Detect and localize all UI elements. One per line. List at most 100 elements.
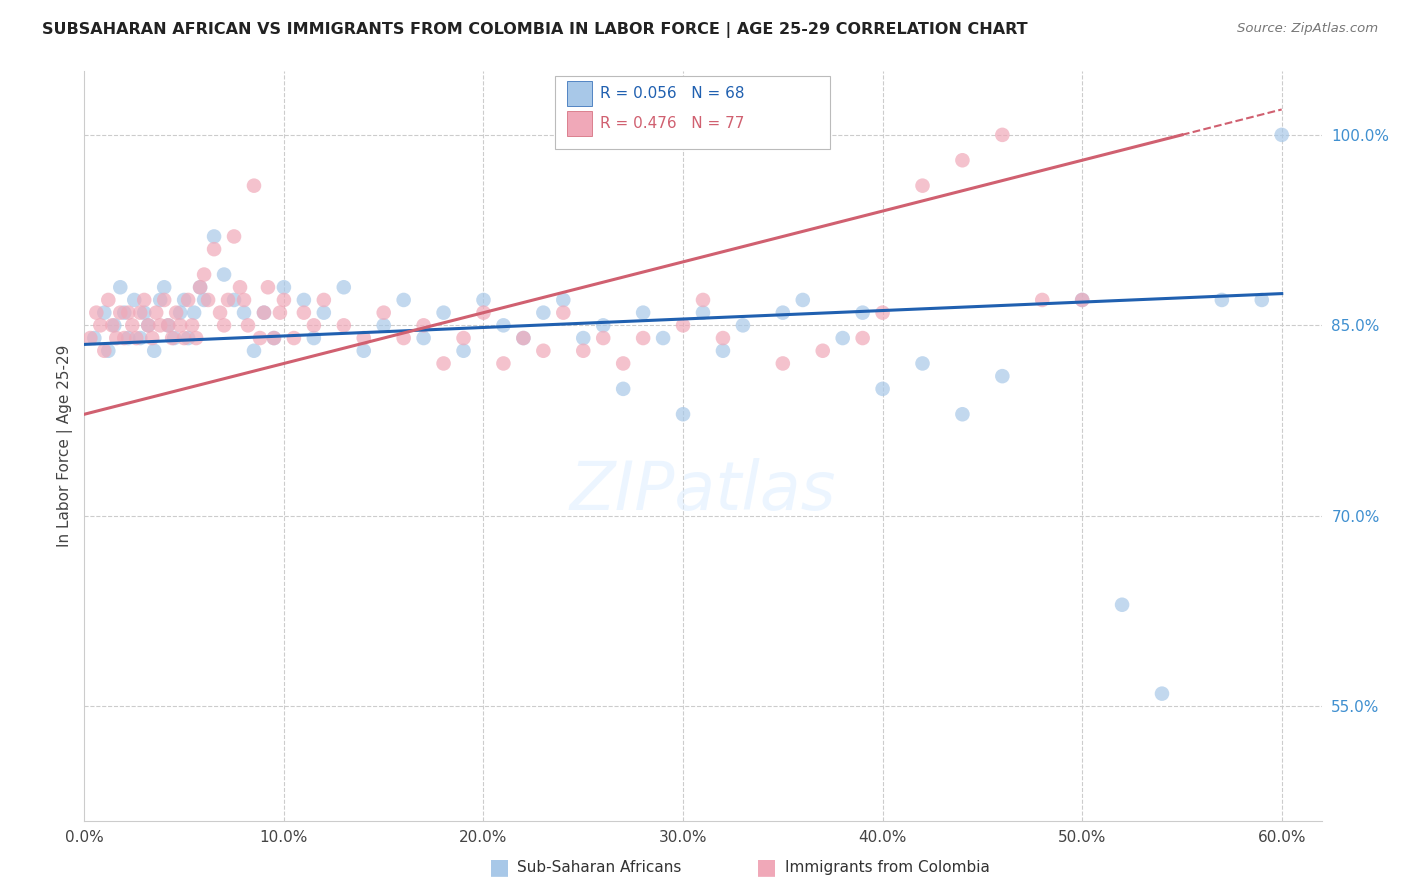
Point bbox=[188, 280, 211, 294]
Point bbox=[952, 153, 974, 168]
Point bbox=[103, 318, 125, 333]
Point bbox=[125, 331, 148, 345]
Point bbox=[112, 306, 135, 320]
Point bbox=[202, 229, 225, 244]
Point bbox=[253, 306, 276, 320]
Point bbox=[991, 128, 1014, 142]
Point bbox=[202, 242, 225, 256]
Point bbox=[1271, 128, 1294, 142]
Point bbox=[141, 331, 163, 345]
Point bbox=[93, 343, 115, 358]
Point bbox=[492, 318, 515, 333]
Point bbox=[263, 331, 285, 345]
Point bbox=[83, 331, 105, 345]
Point bbox=[157, 318, 180, 333]
Point bbox=[353, 331, 375, 345]
Point bbox=[392, 331, 415, 345]
Point bbox=[89, 318, 111, 333]
Point bbox=[612, 382, 634, 396]
Point bbox=[312, 293, 335, 307]
Point bbox=[373, 318, 395, 333]
Point bbox=[553, 306, 575, 320]
Point bbox=[592, 331, 614, 345]
Point bbox=[353, 343, 375, 358]
Point bbox=[283, 331, 305, 345]
Point bbox=[292, 306, 315, 320]
Point bbox=[181, 318, 204, 333]
Point bbox=[136, 318, 159, 333]
Point bbox=[292, 293, 315, 307]
Point bbox=[222, 293, 245, 307]
Point bbox=[173, 293, 195, 307]
Point bbox=[991, 369, 1014, 384]
Point bbox=[222, 229, 245, 244]
Point bbox=[173, 331, 195, 345]
Point bbox=[911, 178, 934, 193]
Point bbox=[572, 331, 595, 345]
Point bbox=[302, 331, 325, 345]
Point bbox=[553, 293, 575, 307]
Point bbox=[177, 293, 200, 307]
Point bbox=[193, 293, 215, 307]
Point bbox=[134, 293, 156, 307]
Point bbox=[531, 343, 554, 358]
Point bbox=[852, 331, 875, 345]
Point bbox=[110, 280, 132, 294]
Point bbox=[243, 343, 266, 358]
Point bbox=[157, 318, 180, 333]
Point bbox=[373, 306, 395, 320]
Point bbox=[145, 306, 167, 320]
Text: R = 0.056   N = 68: R = 0.056 N = 68 bbox=[600, 87, 745, 101]
Point bbox=[1031, 293, 1053, 307]
Text: Immigrants from Colombia: Immigrants from Colombia bbox=[785, 860, 990, 874]
Text: R = 0.476   N = 77: R = 0.476 N = 77 bbox=[600, 116, 745, 130]
Point bbox=[792, 293, 814, 307]
Point bbox=[312, 306, 335, 320]
Point bbox=[263, 331, 285, 345]
Point bbox=[692, 293, 714, 307]
Point bbox=[117, 306, 139, 320]
Text: Sub-Saharan Africans: Sub-Saharan Africans bbox=[517, 860, 682, 874]
Point bbox=[432, 356, 454, 370]
Point bbox=[236, 318, 259, 333]
Point bbox=[872, 306, 894, 320]
Point bbox=[1111, 598, 1133, 612]
Point bbox=[472, 293, 495, 307]
Point bbox=[412, 318, 434, 333]
Text: ■: ■ bbox=[756, 857, 776, 877]
Point bbox=[153, 293, 176, 307]
Point bbox=[183, 306, 205, 320]
Point bbox=[233, 293, 256, 307]
Point bbox=[209, 306, 232, 320]
Point bbox=[188, 280, 211, 294]
Point bbox=[97, 343, 120, 358]
Point bbox=[512, 331, 534, 345]
Point bbox=[772, 306, 794, 320]
Point bbox=[652, 331, 675, 345]
Point bbox=[811, 343, 834, 358]
Text: ZIPatlas: ZIPatlas bbox=[569, 458, 837, 524]
Point bbox=[184, 331, 207, 345]
Point bbox=[112, 331, 135, 345]
Point bbox=[911, 356, 934, 370]
Y-axis label: In Labor Force | Age 25-29: In Labor Force | Age 25-29 bbox=[58, 345, 73, 547]
Point bbox=[731, 318, 754, 333]
Point bbox=[952, 407, 974, 421]
Point bbox=[249, 331, 271, 345]
Point bbox=[333, 318, 356, 333]
Point bbox=[333, 280, 356, 294]
Point bbox=[149, 293, 172, 307]
Point bbox=[217, 293, 239, 307]
Point bbox=[453, 331, 475, 345]
Point bbox=[672, 407, 695, 421]
Point bbox=[122, 293, 145, 307]
Point bbox=[243, 178, 266, 193]
Point bbox=[93, 306, 115, 320]
Point bbox=[129, 306, 152, 320]
Point bbox=[772, 356, 794, 370]
Point bbox=[453, 343, 475, 358]
Point bbox=[392, 293, 415, 307]
Point bbox=[711, 343, 734, 358]
Point bbox=[1211, 293, 1233, 307]
Point bbox=[711, 331, 734, 345]
